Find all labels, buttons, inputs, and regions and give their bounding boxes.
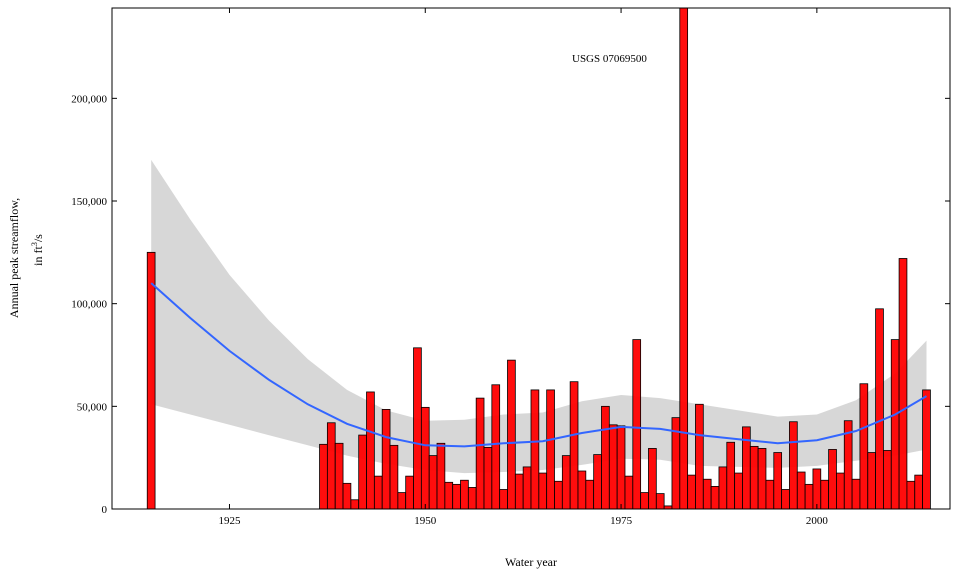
bar-1948 [405,475,414,510]
bar-1973 [601,405,610,510]
bar-1980 [655,493,665,510]
bar-1957 [475,397,485,510]
bar-1952 [436,442,446,510]
confidence-band [151,159,927,474]
bar-1993 [757,448,767,510]
y-tick-label-50000: 50,000 [77,401,108,413]
bar-1947 [397,492,407,510]
bar-1950 [420,406,430,510]
y-tick-label-200000: 200,000 [71,93,107,105]
bar-2010 [890,339,900,510]
bar-2014 [922,389,931,510]
bar-1994 [765,479,775,510]
bar-1915 [146,251,156,510]
bar-1938 [326,422,336,510]
smooth-line [150,282,928,448]
bar-1972 [593,454,602,510]
bar-2003 [836,472,845,510]
y-axis-label-superscript: 3 [30,242,39,246]
bar-1975 [616,425,626,510]
bar-1978 [640,492,649,510]
bar-2008 [875,308,884,510]
bar-1976 [624,475,634,510]
bar-1977 [632,339,642,510]
x-axis: 1925 1950 1975 2000 [218,8,828,527]
bar-2011 [898,258,908,510]
bar-1971 [585,479,595,510]
bar-1986 [702,478,712,510]
bar-1996 [781,489,790,510]
x-tick-label-1975: 1975 [610,515,633,527]
bar-1937 [319,443,328,510]
bar-1951 [428,455,438,510]
bar-1970 [577,470,587,510]
bar-1988 [718,466,728,510]
bar-1940 [342,482,352,510]
bar-1985 [695,403,704,510]
bar-1942 [358,434,367,510]
y-axis: 0 50,000 100,000 150,000 200,000 [71,93,950,516]
station-annotation: USGS 07069500 [572,53,647,65]
bar-1956 [467,487,477,510]
y-axis-label-line1: Annual peak streamflow, [7,198,21,318]
bar-1944 [373,475,383,510]
bar-1995 [773,452,783,510]
bar-1997 [789,421,798,510]
bar-1984 [687,474,696,510]
confidence-band-area [151,159,927,474]
bar-1999 [804,483,814,510]
bar-1961 [507,359,516,510]
x-tick-label-1950: 1950 [414,515,437,527]
bar-1949 [413,347,422,510]
bar-1943 [366,391,375,510]
bar-1987 [710,486,720,510]
bar-1946 [389,444,399,510]
bar-2005 [851,478,861,510]
bar-1963 [522,466,532,510]
bar-1953 [444,481,454,510]
bar-1941 [350,499,360,510]
bar-1965 [538,472,548,510]
bar-1968 [561,455,571,510]
x-axis-label: Water year [505,555,557,569]
bar-1962 [514,473,524,510]
plot-frame [111,7,951,510]
bars [146,7,931,510]
bar-1945 [381,409,391,510]
x-tick-label-2000: 2000 [806,515,829,527]
bar-2007 [867,452,877,510]
bar-1955 [460,479,469,510]
bar-2000 [812,468,822,510]
bar-1990 [734,472,743,510]
bar-1998 [796,471,806,510]
y-axis-label-suffix: /s [31,234,45,242]
bar-1979 [648,448,657,510]
bar-2013 [914,474,923,510]
bar-1954 [452,483,461,510]
y-tick-label-0: 0 [102,504,108,516]
bar-2006 [859,383,869,510]
smooth-fit-line [150,282,928,448]
bar-1992 [749,445,759,510]
bar-2002 [828,449,837,510]
bar-2012 [906,480,916,510]
bar-1974 [608,424,618,510]
bar-1964 [530,389,540,510]
y-tick-label-100000: 100,000 [71,299,107,311]
bar-1967 [554,480,563,510]
bar-2009 [883,450,892,510]
bar-1958 [483,446,493,510]
bar-1969 [569,381,579,510]
x-tick-label-1925: 1925 [218,515,241,527]
bar-1966 [546,389,555,510]
bar-2001 [820,479,830,510]
bar-1959 [491,384,501,510]
y-axis-label-line2: in ft3/s [30,234,45,266]
y-axis-label-prefix: in ft [31,246,45,266]
bar-1939 [334,442,344,510]
y-tick-label-150000: 150,000 [71,196,107,208]
bar-1989 [726,441,736,510]
bar-1960 [499,489,508,510]
